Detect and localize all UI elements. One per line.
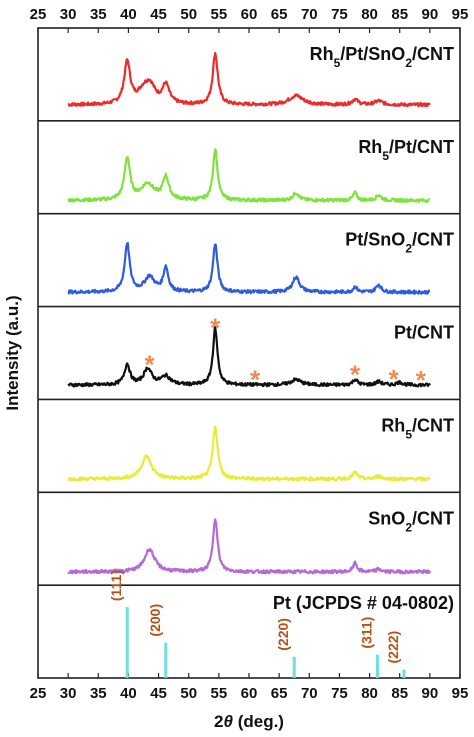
x-axis-label-unit: (deg.)	[233, 712, 284, 731]
x-tick-label-bottom: 90	[422, 685, 439, 702]
x-tick-label-top: 45	[150, 6, 167, 23]
series-label-subscript: 5	[382, 149, 389, 163]
x-tick-label-bottom: 25	[30, 685, 47, 702]
series-line	[67, 425, 431, 482]
series-line	[67, 242, 431, 295]
peak-star: *	[416, 365, 427, 395]
peak-star: *	[210, 313, 221, 343]
x-tick-label-top: 55	[211, 6, 228, 23]
peak-star: *	[350, 359, 361, 389]
x-tick-label-bottom: 50	[180, 685, 197, 702]
series-label-part: Rh	[358, 137, 382, 157]
x-tick-label-bottom: 70	[301, 685, 318, 702]
series-label-part: Rh	[310, 44, 334, 64]
x-tick-label-bottom: 65	[271, 685, 288, 702]
x-tick-label-top: 25	[30, 6, 47, 23]
series-label-subscript: 2	[405, 56, 412, 70]
series-label-part: /CNT	[412, 415, 454, 435]
series-line	[67, 326, 431, 388]
series-label-part: Pt/CNT	[394, 323, 454, 343]
x-tick-label-top: 80	[361, 6, 378, 23]
plot-frame	[37, 27, 461, 679]
x-tick-label-top: 35	[90, 6, 107, 23]
series-label-part: Pt/SnO	[345, 230, 405, 250]
series-label: Rh5/Pt/SnO2/CNT	[310, 44, 454, 70]
series-label-subscript: 5	[405, 427, 412, 441]
x-tick-label-top: 75	[331, 6, 348, 23]
x-tick-label-top: 65	[271, 6, 288, 23]
series-label-subscript: 2	[405, 242, 412, 256]
x-tick-label-bottom: 75	[331, 685, 348, 702]
series-label-part: /CNT	[412, 230, 454, 250]
series-label-part: /CNT	[412, 508, 454, 528]
x-axis-label-theta: θ	[223, 712, 233, 731]
series-line	[67, 51, 431, 108]
x-tick-label-top: 70	[301, 6, 318, 23]
x-tick-label-bottom: 60	[241, 685, 258, 702]
series-label: Rh5/Pt/CNT	[358, 137, 454, 163]
x-tick-label-bottom: 80	[361, 685, 378, 702]
reference-label: Pt (JCPDS # 04-0802)	[273, 593, 454, 613]
series-line	[67, 518, 431, 575]
series-label: Pt/SnO2/CNT	[345, 230, 454, 256]
peak-star: *	[144, 349, 155, 379]
x-tick-label-top: 95	[452, 6, 469, 23]
series-label-part: /Pt/CNT	[389, 137, 454, 157]
x-axis-label: 2θ (deg.)	[214, 712, 284, 731]
x-tick-label-bottom: 85	[391, 685, 408, 702]
x-tick-label-bottom: 55	[211, 685, 228, 702]
reference-hkl-label: (311)	[358, 617, 374, 649]
reference-hkl-label: (220)	[275, 618, 291, 651]
x-tick-label-top: 50	[180, 6, 197, 23]
x-tick-label-bottom: 95	[452, 685, 469, 702]
x-axis-label-main: 2	[214, 712, 223, 731]
x-tick-label-top: 30	[60, 6, 77, 23]
series-label-subscript: 2	[405, 520, 412, 534]
series-label-part: /CNT	[412, 44, 454, 64]
series-label: Pt/CNT	[394, 323, 454, 343]
x-tick-label-bottom: 45	[150, 685, 167, 702]
x-tick-label-bottom: 40	[120, 685, 137, 702]
reference-hkl-label: (111)	[108, 570, 124, 601]
series-label-subscript: 5	[334, 56, 341, 70]
x-tick-label-bottom: 35	[90, 685, 107, 702]
x-tick-label-top: 85	[391, 6, 408, 23]
series-label-part: /Pt/SnO	[340, 44, 405, 64]
reference-hkl-label: (222)	[385, 631, 401, 664]
series-line	[67, 148, 431, 203]
x-tick-label-bottom: 30	[60, 685, 77, 702]
peak-star: *	[389, 364, 400, 394]
y-axis-label: Intensity (a.u.)	[3, 295, 22, 410]
series-label: SnO2/CNT	[368, 508, 454, 534]
series-label-part: SnO	[368, 508, 405, 528]
reference-hkl-label: (200)	[147, 604, 163, 637]
series-label: Rh5/CNT	[381, 415, 454, 441]
x-tick-label-top: 40	[120, 6, 137, 23]
x-tick-label-top: 60	[241, 6, 258, 23]
series-label-part: Rh	[381, 415, 405, 435]
x-tick-label-top: 90	[422, 6, 439, 23]
peak-star: *	[250, 365, 261, 395]
